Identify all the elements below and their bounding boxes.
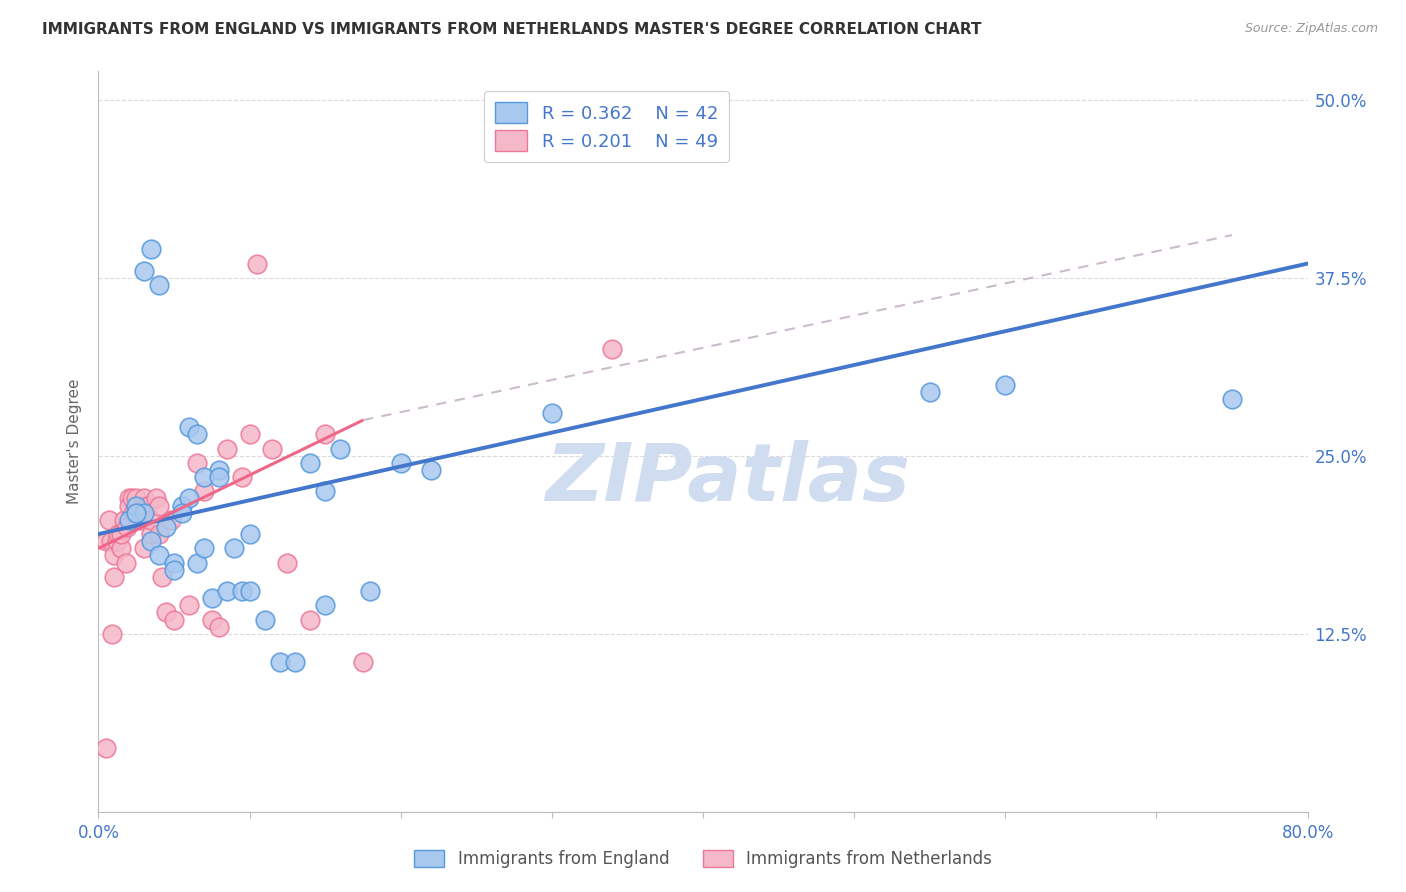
Point <box>132 263 155 277</box>
Text: Source: ZipAtlas.com: Source: ZipAtlas.com <box>1244 22 1378 36</box>
Point <box>129 513 152 527</box>
Point <box>132 506 155 520</box>
Point <box>135 499 157 513</box>
Point <box>253 613 276 627</box>
Point <box>193 470 215 484</box>
Point <box>314 484 336 499</box>
Point <box>107 527 129 541</box>
Point <box>269 655 291 669</box>
Point <box>284 655 307 669</box>
Point <box>125 506 148 520</box>
Point <box>246 256 269 270</box>
Point <box>148 499 170 513</box>
Point <box>215 584 238 599</box>
Point <box>118 499 141 513</box>
Point <box>136 499 159 513</box>
Point <box>1220 392 1243 406</box>
Point <box>103 549 125 563</box>
Point <box>299 613 322 627</box>
Point <box>103 570 125 584</box>
Point <box>94 740 117 755</box>
Point <box>163 556 186 570</box>
Point <box>193 541 215 556</box>
Point <box>186 427 208 442</box>
Point <box>193 484 215 499</box>
Point <box>121 491 143 506</box>
Point <box>179 491 201 506</box>
Point <box>215 442 238 456</box>
Point <box>239 527 262 541</box>
Point <box>163 613 186 627</box>
Point <box>239 584 262 599</box>
Point <box>150 570 173 584</box>
Point <box>114 556 136 570</box>
Point <box>110 541 132 556</box>
Point <box>540 406 562 420</box>
Point <box>163 563 186 577</box>
Point <box>314 427 336 442</box>
Point <box>125 499 148 513</box>
Point <box>148 549 170 563</box>
Point <box>100 534 122 549</box>
Point <box>115 520 138 534</box>
Point <box>352 655 374 669</box>
Point <box>208 463 231 477</box>
Legend: R = 0.362    N = 42, R = 0.201    N = 49: R = 0.362 N = 42, R = 0.201 N = 49 <box>484 92 728 162</box>
Point <box>389 456 412 470</box>
Point <box>186 456 208 470</box>
Point <box>179 420 201 434</box>
Point <box>170 499 193 513</box>
Point <box>160 513 183 527</box>
Point <box>262 442 284 456</box>
Point <box>314 599 336 613</box>
Point <box>125 491 148 506</box>
Point <box>141 243 163 257</box>
Point <box>110 527 132 541</box>
Point <box>239 427 262 442</box>
Point <box>231 470 253 484</box>
Point <box>122 506 145 520</box>
Point <box>231 584 253 599</box>
Point <box>105 534 128 549</box>
Point <box>141 527 163 541</box>
Point <box>132 491 155 506</box>
Point <box>170 506 193 520</box>
Point <box>602 342 624 356</box>
Point <box>208 619 231 633</box>
Point <box>186 556 208 570</box>
Legend: Immigrants from England, Immigrants from Netherlands: Immigrants from England, Immigrants from… <box>408 843 998 875</box>
Point <box>118 491 141 506</box>
Point <box>112 513 135 527</box>
Point <box>918 384 941 399</box>
Point <box>994 377 1017 392</box>
Point <box>148 277 170 292</box>
Point <box>329 442 352 456</box>
Point <box>420 463 443 477</box>
Point <box>101 626 124 640</box>
Point <box>125 506 148 520</box>
Point <box>201 591 224 606</box>
Point <box>155 520 177 534</box>
Y-axis label: Master's Degree: Master's Degree <box>67 379 83 504</box>
Point <box>145 491 167 506</box>
Point <box>141 534 163 549</box>
Point <box>148 527 170 541</box>
Text: IMMIGRANTS FROM ENGLAND VS IMMIGRANTS FROM NETHERLANDS MASTER'S DEGREE CORRELATI: IMMIGRANTS FROM ENGLAND VS IMMIGRANTS FR… <box>42 22 981 37</box>
Point <box>201 613 224 627</box>
Point <box>155 606 177 620</box>
Point <box>299 456 322 470</box>
Point <box>94 534 117 549</box>
Text: ZIPatlas: ZIPatlas <box>544 440 910 517</box>
Point <box>98 513 121 527</box>
Point <box>276 556 298 570</box>
Point <box>224 541 246 556</box>
Point <box>208 470 231 484</box>
Point <box>118 513 141 527</box>
Point <box>141 513 163 527</box>
Point <box>360 584 382 599</box>
Point <box>179 599 201 613</box>
Point <box>132 541 155 556</box>
